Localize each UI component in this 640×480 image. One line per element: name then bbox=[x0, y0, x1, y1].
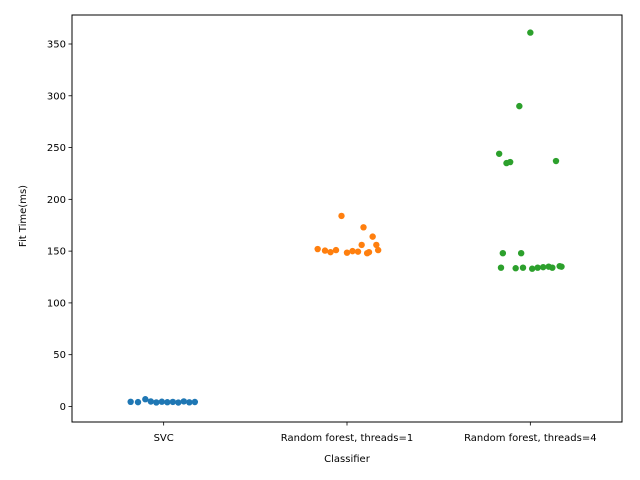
data-point bbox=[191, 398, 199, 406]
data-point bbox=[549, 264, 556, 271]
y-tick-label: 150 bbox=[47, 247, 66, 258]
data-point bbox=[365, 248, 373, 256]
y-tick-label: 200 bbox=[47, 195, 66, 206]
data-point bbox=[360, 224, 367, 231]
x-tick-label: Random forest, threads=4 bbox=[464, 433, 596, 444]
data-point bbox=[338, 212, 345, 220]
data-point bbox=[349, 247, 356, 255]
data-point bbox=[175, 399, 182, 406]
data-point bbox=[516, 102, 523, 110]
y-tick-label: 250 bbox=[47, 143, 66, 154]
data-point bbox=[134, 398, 142, 406]
data-point bbox=[164, 399, 171, 406]
data-point bbox=[169, 398, 177, 406]
data-point bbox=[527, 29, 534, 36]
x-tick-label: SVC bbox=[154, 433, 174, 444]
data-point bbox=[495, 150, 503, 157]
data-point bbox=[327, 248, 334, 256]
data-point bbox=[127, 398, 134, 406]
data-point bbox=[558, 263, 565, 270]
data-point bbox=[528, 265, 536, 272]
y-tick-label: 50 bbox=[53, 350, 66, 361]
data-point bbox=[343, 249, 351, 256]
data-point bbox=[506, 158, 514, 166]
data-point bbox=[539, 263, 547, 271]
x-axis-label: Classifier bbox=[324, 454, 371, 465]
data-point bbox=[534, 264, 541, 271]
data-point bbox=[158, 398, 166, 405]
data-point bbox=[552, 157, 560, 165]
data-point bbox=[517, 249, 525, 257]
y-tick-label: 350 bbox=[47, 39, 66, 50]
y-tick-label: 300 bbox=[47, 91, 66, 102]
data-point bbox=[153, 399, 160, 406]
data-point bbox=[373, 241, 380, 249]
data-point bbox=[314, 245, 321, 253]
y-axis-label: Fit Time(ms) bbox=[18, 185, 29, 247]
data-point bbox=[321, 247, 329, 254]
data-point bbox=[147, 398, 155, 405]
data-point bbox=[512, 265, 519, 272]
data-point bbox=[374, 246, 382, 254]
data-point bbox=[332, 246, 340, 254]
data-point bbox=[358, 241, 365, 249]
data-point bbox=[180, 398, 188, 405]
data-point bbox=[354, 248, 362, 255]
y-tick-label: 100 bbox=[47, 298, 66, 309]
data-point bbox=[369, 233, 376, 240]
data-point bbox=[499, 249, 507, 257]
data-point bbox=[519, 264, 527, 271]
data-point bbox=[186, 399, 193, 406]
data-point bbox=[497, 264, 505, 271]
x-tick-label: Random forest, threads=1 bbox=[281, 433, 413, 444]
y-tick-label: 0 bbox=[60, 402, 66, 413]
data-point bbox=[142, 396, 149, 403]
